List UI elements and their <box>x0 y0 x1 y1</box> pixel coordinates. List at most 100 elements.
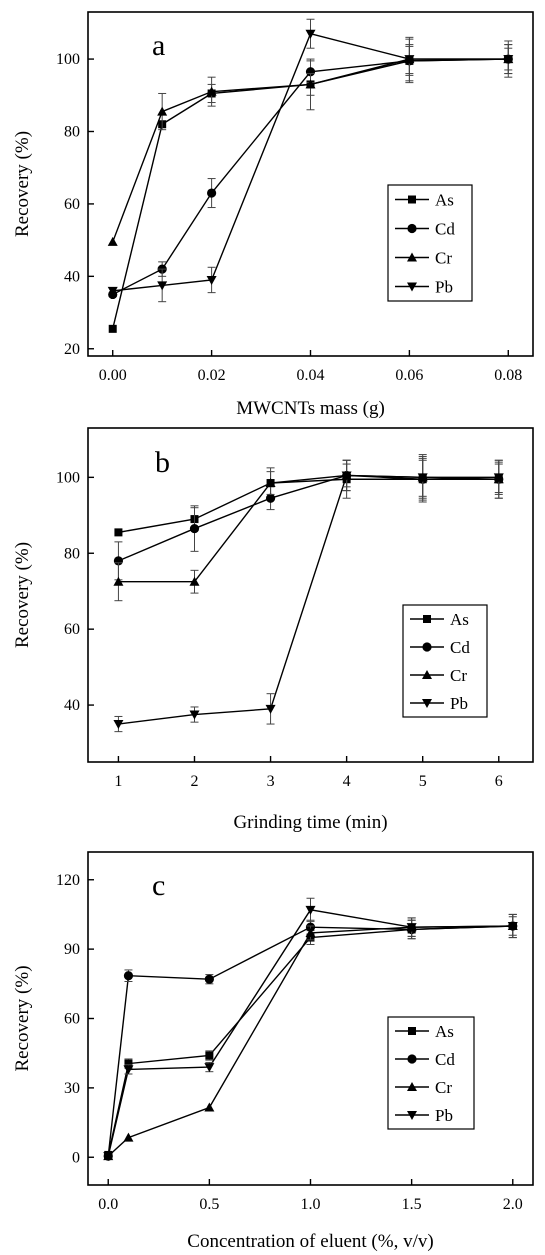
x-tick-label: 5 <box>419 773 427 790</box>
x-tick-label: 0.04 <box>297 367 325 384</box>
data-point <box>123 1132 134 1142</box>
x-tick-label: 1.5 <box>402 1196 422 1213</box>
data-point <box>124 1059 133 1068</box>
legend-label: Pb <box>435 1106 453 1125</box>
legend: As Cd Cr Pb <box>387 184 473 302</box>
y-tick-label: 120 <box>56 872 80 889</box>
legend-label: Cr <box>435 249 452 268</box>
series-line <box>107 925 513 1157</box>
data-point <box>189 523 200 534</box>
x-tick-label: 2 <box>190 773 198 790</box>
data-point <box>204 1063 215 1073</box>
series-line <box>118 474 499 562</box>
x-axis-title: Concentration of eluent (%, v/v) <box>187 1231 433 1252</box>
legend: As Cd Cr Pb <box>387 1016 475 1130</box>
y-tick-label: 60 <box>64 621 80 638</box>
data-point <box>157 106 168 116</box>
legend: As Cd Cr Pb <box>402 604 488 718</box>
data-point <box>305 29 316 39</box>
data-point <box>206 275 217 285</box>
series-line <box>112 58 509 296</box>
legend-label: Cd <box>435 220 455 239</box>
legend-marker <box>422 670 432 679</box>
legend-marker <box>408 195 416 204</box>
series-line <box>118 474 499 725</box>
legend-box <box>387 1016 475 1130</box>
x-tick-label: 1 <box>114 773 122 790</box>
chart-panel-a: 0.00 0.02 0.04 0.06 0.08 20 40 60 80 100 MWCNTs ma… <box>12 11 534 419</box>
legend-box <box>387 184 473 302</box>
x-tick-label: 2.0 <box>503 1196 523 1213</box>
x-tick-label: 1.0 <box>301 1196 321 1213</box>
data-point <box>204 1102 215 1112</box>
data-point <box>206 86 217 96</box>
legend-label: Pb <box>450 694 468 713</box>
data-point <box>205 1051 214 1060</box>
data-point <box>207 188 217 198</box>
data-point <box>503 55 514 65</box>
data-point <box>189 576 200 586</box>
y-axis-title: Recovery (%) <box>12 131 33 237</box>
x-tick-label: 4 <box>343 773 351 790</box>
data-point <box>157 281 168 291</box>
data-point <box>305 79 316 89</box>
x-tick-label: 0.0 <box>98 1196 118 1213</box>
series-line <box>118 474 499 583</box>
series-line <box>107 909 513 1157</box>
series-pb <box>103 897 518 1162</box>
series-as <box>114 459 503 537</box>
legend-marker <box>407 1082 417 1091</box>
data-point <box>404 55 415 65</box>
legend-label: Pb <box>435 278 453 297</box>
y-tick-label: 40 <box>64 697 80 714</box>
y-axis-title: Recovery (%) <box>12 542 33 648</box>
legend-label: As <box>435 1022 454 1041</box>
panel-label: a <box>152 29 165 62</box>
x-tick-label: 0.02 <box>198 367 226 384</box>
data-point <box>107 286 118 296</box>
y-axis-title: Recovery (%) <box>12 965 33 1071</box>
data-point <box>123 1065 134 1075</box>
x-tick-label: 0.5 <box>199 1196 219 1213</box>
data-point <box>341 471 352 481</box>
legend-label: As <box>450 610 469 629</box>
x-tick-label: 6 <box>495 773 503 790</box>
x-axis-title: Grinding time (min) <box>233 812 387 833</box>
chart-panel-c: 0.0 0.5 1.0 1.5 2.0 0 30 60 90 120 Concentration o… <box>12 851 534 1252</box>
y-tick-label: 80 <box>64 545 80 562</box>
legend-box <box>402 604 488 718</box>
data-point <box>265 704 276 714</box>
legend-label: Cd <box>450 638 470 657</box>
series-line <box>112 32 509 292</box>
legend-marker <box>422 699 432 708</box>
legend-label: As <box>435 191 454 210</box>
series-pb <box>113 457 504 733</box>
series-pb <box>107 18 514 303</box>
legend-marker <box>407 1111 417 1120</box>
data-point <box>493 473 504 483</box>
data-point <box>417 473 428 483</box>
data-point <box>113 576 124 586</box>
data-point <box>103 1152 114 1162</box>
data-point <box>107 236 118 246</box>
data-point <box>114 528 123 537</box>
data-point <box>305 905 316 915</box>
legend-label: Cr <box>450 666 467 685</box>
x-tick-label: 0.00 <box>99 367 127 384</box>
legend-marker <box>407 282 417 292</box>
panel-label: c <box>152 869 165 902</box>
legend-label: Cd <box>435 1050 455 1069</box>
panel-label: b <box>155 446 170 479</box>
y-tick-label: 30 <box>64 1080 80 1097</box>
data-point <box>113 720 124 730</box>
x-axis-title: MWCNTs mass (g) <box>236 398 385 419</box>
data-point <box>189 710 200 720</box>
y-tick-label: 80 <box>64 123 80 140</box>
data-point <box>123 971 134 981</box>
y-tick-label: 0 <box>72 1149 80 1166</box>
series-cr <box>113 454 504 602</box>
y-tick-label: 40 <box>64 268 80 285</box>
data-point <box>265 493 276 503</box>
data-point <box>507 922 518 931</box>
